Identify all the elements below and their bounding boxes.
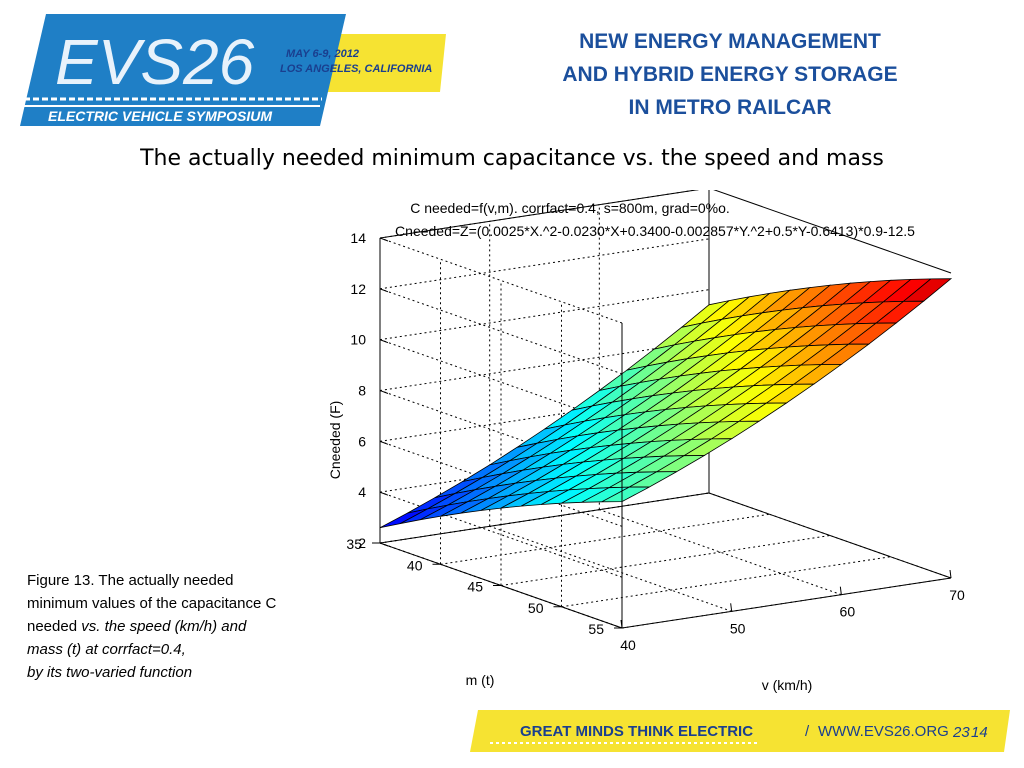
footer-yellow-band	[470, 710, 1010, 752]
plot-axes: 2 4 6 8 10 12 14 35 40 45 50 55 40 50 60 70	[346, 230, 965, 653]
chart-title-line-1: C needed=f(v,m). corrfact=0.4, s=800m, g…	[410, 200, 730, 216]
z-tick-label: 10	[350, 332, 366, 348]
caption-text: needed	[27, 618, 82, 635]
grid-line	[379, 492, 710, 544]
grid-line	[500, 535, 831, 586]
z-tick	[379, 237, 389, 242]
footer-banner: GREAT MINDS THINK ELECTRIC / WWW.EVS26.O…	[470, 710, 1010, 752]
z-tick-label: 6	[358, 433, 366, 449]
z-tick	[379, 288, 389, 293]
grid-line	[561, 556, 891, 608]
grid-line	[379, 390, 710, 442]
y-axis-label: m (t)	[466, 672, 495, 688]
x-tick	[949, 569, 952, 579]
z-tick-label: 14	[350, 230, 366, 246]
y-tick-label: 40	[407, 557, 423, 573]
x-tick-label: 70	[949, 587, 965, 603]
grid-line	[379, 190, 700, 239]
y-tick-label: 45	[467, 579, 483, 595]
caption-line: needed vs. the speed (km/h) and	[27, 615, 347, 638]
x-axis-label: v (km/h)	[762, 677, 813, 693]
caption-line: minimum values of the capacitance C	[27, 595, 277, 612]
footer-separator: /	[805, 723, 810, 740]
z-tick-label: 12	[350, 281, 366, 297]
z-tick	[379, 390, 389, 394]
logo-tagline: ELECTRIC VEHICLE SYMPOSIUM	[48, 108, 272, 124]
footer-slogan: GREAT MINDS THINK ELECTRIC	[520, 723, 753, 740]
caption-text-italic: vs. the speed (km/h) and	[81, 618, 247, 635]
z-tick	[379, 542, 389, 547]
y-tick-label: 55	[588, 621, 604, 637]
x-tick-label: 60	[840, 604, 856, 620]
footer-url: WWW.EVS26.ORG	[818, 723, 949, 740]
caption-line: mass (t) at corrfact=0.4,	[27, 641, 186, 658]
x-tick-label: 50	[730, 620, 746, 636]
z-tick	[379, 339, 389, 344]
x-tick	[730, 603, 733, 612]
surface-cell	[601, 486, 650, 503]
y-tick-label: 50	[528, 600, 544, 616]
y-tick-label: 35	[346, 536, 362, 552]
z-tick	[379, 491, 389, 496]
logo-dates: MAY 6-9, 2012	[286, 48, 359, 60]
z-tick-label: 8	[358, 383, 366, 399]
grid-line	[379, 289, 710, 341]
evs26-logo: EVS26 MAY 6-9, 2012 LOS ANGELES, CALIFOR…	[20, 14, 446, 126]
grid-line	[440, 513, 770, 565]
surface-mesh	[379, 278, 953, 529]
page-title-line-1: NEW ENERGY MANAGEMENT	[579, 30, 881, 53]
chart-title-line-2: Cneeded=Z=(0.0025*X.^2-0.0230*X+0.3400-0…	[395, 223, 915, 239]
box-edge	[708, 492, 952, 579]
figure-caption: Figure 13. The actually needed minimum v…	[27, 569, 347, 684]
x-tick	[839, 586, 842, 595]
x-axis-line	[621, 577, 952, 629]
z-tick-label: 4	[358, 484, 366, 500]
z-tick-label: 2	[358, 535, 366, 551]
page-title-line-2: AND HYBRID ENERGY STORAGE	[562, 63, 898, 86]
page-total: 14	[971, 724, 988, 741]
box-edge	[713, 190, 952, 274]
grid-line	[379, 238, 710, 290]
caption-line: by its two-varied function	[27, 664, 193, 681]
x-tick-label: 40	[620, 637, 636, 653]
z-axis-label: Cneeded (F)	[327, 401, 343, 480]
slide-subtitle: The actually needed minimum capacitance …	[140, 146, 884, 171]
caption-line: Figure 13. The actually needed	[27, 572, 234, 589]
logo-evs-text: EVS26	[55, 26, 255, 98]
x-tick	[620, 619, 623, 629]
grid-line	[379, 340, 710, 391]
surface-plot: C needed=f(v,m). corrfact=0.4, s=800m, g…	[327, 190, 965, 693]
page-number: 23	[952, 724, 970, 741]
logo-location: LOS ANGELES, CALIFORNIA	[280, 63, 432, 75]
grid-line	[379, 288, 623, 375]
z-tick	[379, 440, 389, 445]
page-title-line-3: IN METRO RAILCAR	[628, 96, 832, 119]
